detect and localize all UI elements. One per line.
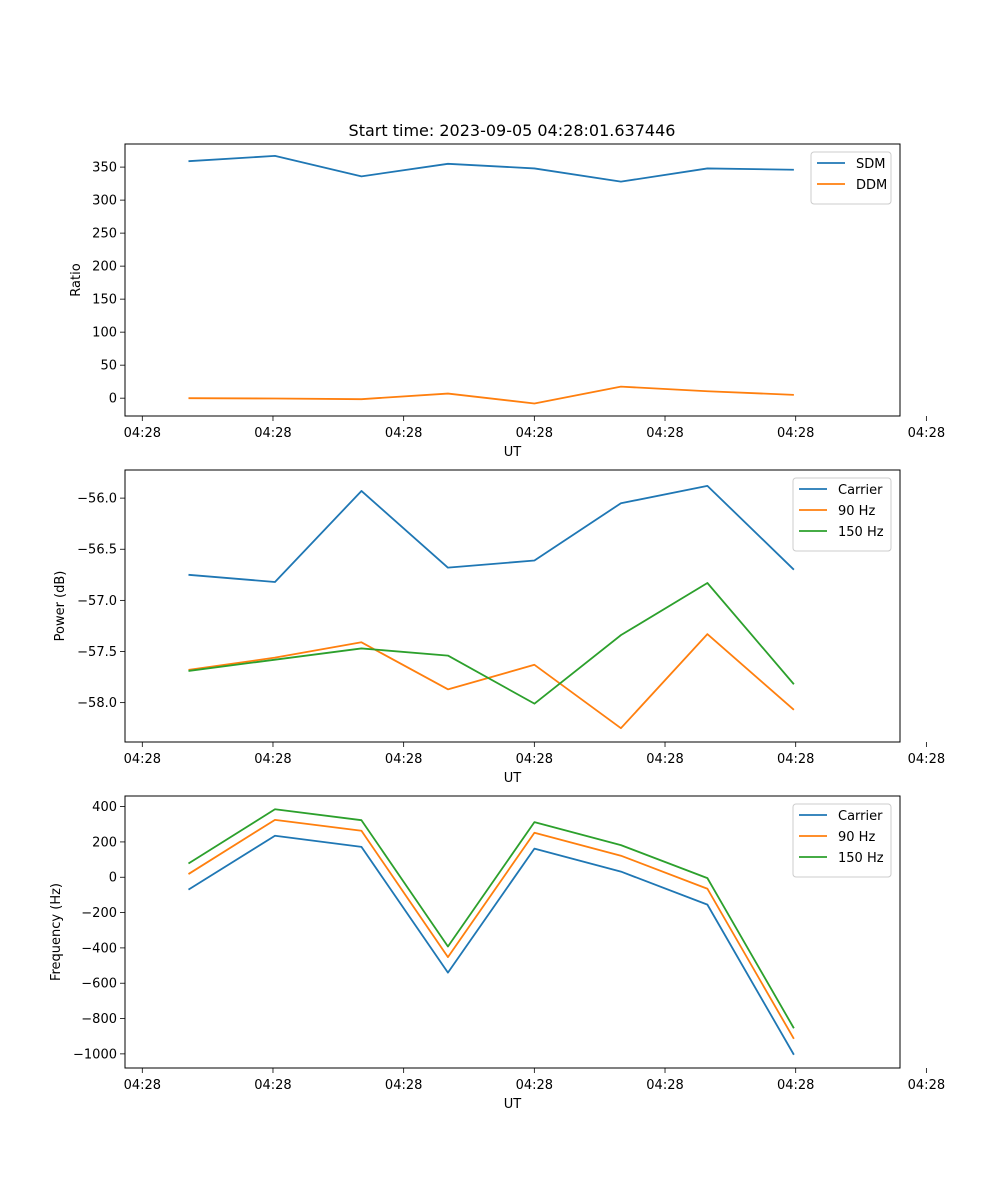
y-tick-label: −58.0 (77, 696, 117, 711)
subplot-2: 04:28 04:28 04:28 04:28 04:28 04:28 04:28 −58.0… (53, 469, 945, 786)
y-tick-label: 250 (92, 227, 117, 242)
x-tick-label: 04:28 (908, 426, 945, 441)
y-axis-label: Ratio (69, 263, 84, 296)
series-line-150-hz (188, 582, 795, 705)
legend-label: Carrier (838, 809, 883, 824)
x-tick-label: 04:28 (385, 752, 422, 767)
subplots: 04:28 04:28 04:28 04:28 04:28 04:28 04:28 0 50 10… (49, 143, 945, 1112)
x-axis-label: UT (504, 771, 522, 786)
subplot-1: 04:28 04:28 04:28 04:28 04:28 04:28 04:28 0 50 10… (69, 143, 945, 460)
legend-label: 150 Hz (838, 851, 884, 866)
x-tick-label: 04:28 (516, 426, 553, 441)
legend-box (810, 151, 892, 205)
y-tick-label: 350 (92, 161, 117, 176)
y-tick-label: −800 (81, 1012, 117, 1027)
x-tick-label: 04:28 (777, 1078, 814, 1093)
x-tick-label: 04:28 (516, 752, 553, 767)
x-axis-label: UT (504, 1097, 522, 1112)
x-tick-label: 04:28 (646, 1078, 683, 1093)
axes-frame (124, 795, 901, 1069)
x-tick-label: 04:28 (646, 752, 683, 767)
x-tick-label: 04:28 (124, 426, 161, 441)
y-tick-label: −56.0 (77, 492, 117, 507)
y-tick-label: 100 (92, 326, 117, 341)
x-tick-label: 04:28 (385, 1078, 422, 1093)
x-tick-label: 04:28 (908, 752, 945, 767)
series-line-90-hz (188, 818, 795, 1040)
y-tick-label: 0 (109, 871, 117, 886)
y-tick-label: −600 (81, 977, 117, 992)
series-line-150-hz (188, 808, 795, 1029)
x-tick-label: 04:28 (124, 1078, 161, 1093)
x-tick-label: 04:28 (385, 426, 422, 441)
axes-frame (124, 469, 901, 743)
y-tick-label: −1000 (73, 1047, 117, 1062)
x-axis-label: UT (504, 445, 522, 460)
legend-label: DDM (856, 178, 887, 193)
series-line-ddm (188, 385, 794, 405)
x-tick-label: 04:28 (908, 1078, 945, 1093)
y-tick-label: 400 (92, 800, 117, 815)
legend: SDM DDM (810, 151, 892, 205)
y-tick-label: −57.5 (77, 645, 117, 660)
x-tick-label: 04:28 (254, 1078, 291, 1093)
x-tick-label: 04:28 (646, 426, 683, 441)
y-tick-label: −56.5 (77, 543, 117, 558)
legend-box (792, 477, 892, 552)
y-tick-label: −200 (81, 906, 117, 921)
y-tick-label: 150 (92, 293, 117, 308)
x-tick-label: 04:28 (516, 1078, 553, 1093)
y-tick-label: 50 (100, 359, 117, 374)
legend-label: Carrier (838, 483, 883, 498)
y-tick-label: −57.0 (77, 594, 117, 609)
x-tick-label: 04:28 (777, 752, 814, 767)
axes-frame (124, 143, 901, 417)
series-line-carrier (188, 834, 795, 1056)
legend-label: 150 Hz (838, 525, 884, 540)
x-tick-label: 04:28 (777, 426, 814, 441)
y-tick-label: 0 (109, 392, 117, 407)
legend: Carrier 90 Hz 150 Hz (792, 477, 892, 552)
x-tick-label: 04:28 (254, 426, 291, 441)
legend-label: SDM (856, 157, 885, 172)
y-axis-label: Power (dB) (53, 571, 68, 642)
y-tick-label: 200 (92, 260, 117, 275)
subplot-3: 04:28 04:28 04:28 04:28 04:28 04:28 04:28 −1000… (49, 795, 945, 1112)
y-tick-label: 300 (92, 194, 117, 209)
y-tick-label: −400 (81, 941, 117, 956)
legend-box (792, 803, 892, 878)
x-tick-label: 04:28 (254, 752, 291, 767)
figure-title: Start time: 2023-09-05 04:28:01.637446 (349, 121, 676, 140)
legend-label: 90 Hz (838, 830, 875, 845)
x-tick-label: 04:28 (124, 752, 161, 767)
series-line-90-hz (188, 633, 795, 730)
series-line-sdm (188, 154, 794, 183)
y-axis-label: Frequency (Hz) (49, 883, 64, 981)
series-line-carrier (188, 484, 795, 583)
y-tick-label: 200 (92, 835, 117, 850)
legend-label: 90 Hz (838, 504, 875, 519)
legend: Carrier 90 Hz 150 Hz (792, 803, 892, 878)
